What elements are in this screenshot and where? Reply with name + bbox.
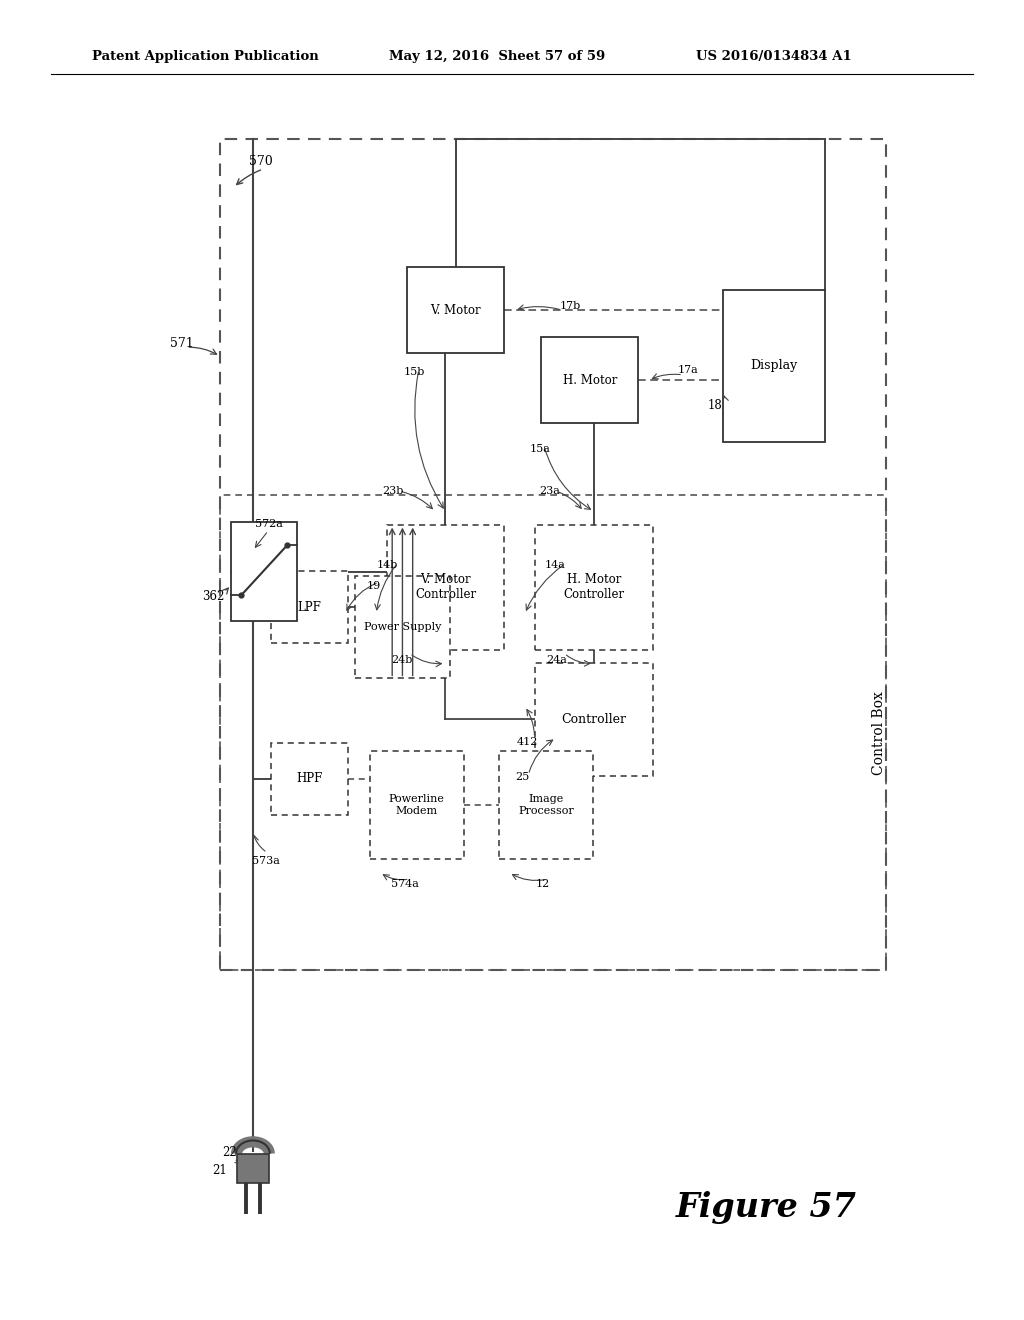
Text: 574a: 574a [390,879,419,890]
Text: 571: 571 [170,337,195,350]
Text: 18: 18 [708,399,722,412]
Text: Patent Application Publication: Patent Application Publication [92,50,318,63]
Text: 573a: 573a [252,855,281,866]
Text: 12: 12 [536,879,550,890]
Text: Figure 57: Figure 57 [676,1191,857,1225]
Text: Power Supply: Power Supply [364,622,441,632]
Text: Controller: Controller [561,713,627,726]
Text: Powerline
Modem: Powerline Modem [389,795,444,816]
Text: H. Motor: H. Motor [562,374,617,387]
Text: 362: 362 [202,590,224,603]
Text: 23a: 23a [540,486,560,496]
Text: May 12, 2016  Sheet 57 of 59: May 12, 2016 Sheet 57 of 59 [389,50,605,63]
Bar [408,267,505,352]
Text: Display: Display [751,359,798,372]
Bar [220,139,886,970]
Text: 15a: 15a [529,444,550,454]
Text: V. Motor
Controller: V. Motor Controller [415,573,476,602]
Text: H. Motor
Controller: H. Motor Controller [563,573,625,602]
Text: HPF: HPF [296,772,323,785]
Text: 24a: 24a [547,655,567,665]
Text: 23b: 23b [383,486,403,496]
Text: 25: 25 [515,772,529,783]
Bar [370,751,464,859]
Text: 17b: 17b [560,301,581,312]
Text: 17a: 17a [678,364,698,375]
Text: 14a: 14a [545,560,565,570]
Text: 22: 22 [222,1146,237,1159]
Text: 19: 19 [367,581,381,591]
Text: 24b: 24b [392,655,413,665]
Text: 572a: 572a [255,519,284,529]
Bar [231,523,297,622]
Bar [541,338,639,422]
Bar [355,576,450,678]
Text: 21: 21 [212,1164,226,1177]
Text: US 2016/0134834 A1: US 2016/0134834 A1 [696,50,852,63]
Bar [535,524,653,649]
Polygon shape [237,1154,269,1183]
Text: 570: 570 [249,154,273,168]
Bar [499,751,593,859]
Bar [270,570,348,643]
Text: Image
Processor: Image Processor [518,795,573,816]
Bar [220,495,886,970]
Text: 15b: 15b [404,367,425,378]
Bar [387,524,504,649]
Text: V. Motor: V. Motor [430,304,481,317]
Bar [270,743,348,816]
Text: Control Box: Control Box [871,690,886,775]
Text: 412: 412 [517,737,538,747]
Bar [535,663,653,776]
Bar [723,290,825,441]
Text: 14b: 14b [377,560,397,570]
Text: LPF: LPF [297,601,322,614]
